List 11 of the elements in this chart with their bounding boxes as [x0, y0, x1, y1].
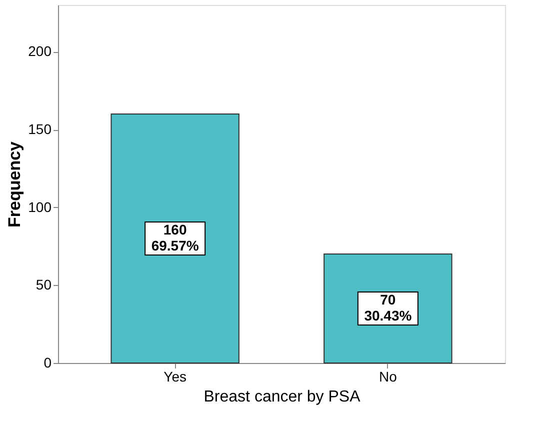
data-label: 160 69.57% [151, 221, 200, 254]
x-tick-label: Yes [164, 368, 186, 384]
x-tick-label: No [378, 368, 398, 384]
y-tick-label: 150 [28, 121, 52, 138]
y-tick-label: 0 [44, 354, 52, 370]
y-tick-label: 200 [28, 43, 52, 60]
x-axis-title: Breast cancer by PSA [204, 388, 361, 406]
y-axis-title: Frequency [5, 140, 24, 228]
y-tick-label: 100 [28, 198, 52, 215]
data-label: 70 30.43% [364, 292, 412, 324]
y-tick-label: 50 [36, 276, 52, 293]
